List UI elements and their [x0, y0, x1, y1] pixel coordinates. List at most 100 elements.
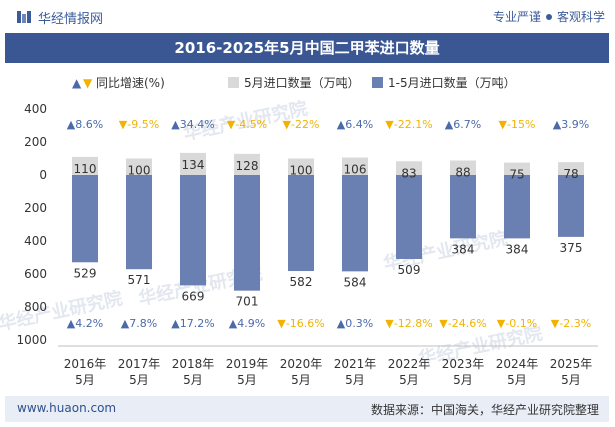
- down-triangle-icon: ▼: [551, 317, 560, 330]
- down-triangle-icon: ▼: [439, 317, 448, 330]
- data-label-may: 75: [509, 168, 524, 182]
- bar-may: [180, 152, 206, 175]
- data-label-jan-may: 669: [182, 289, 205, 303]
- chart-title: 2016-2025年5月中国二甲苯进口数量: [5, 33, 609, 63]
- up-triangle-icon: ▲: [553, 118, 562, 131]
- x-tick-label: 2016年 5月: [64, 357, 107, 387]
- growth-jan-may-label: ▼-24.6%: [439, 317, 486, 330]
- growth-jan-may-label: ▲0.3%: [337, 317, 373, 330]
- y-tick-label: 1000: [16, 333, 47, 347]
- top-bar: 华经情报网 专业严谨 客观科学: [0, 0, 615, 33]
- data-label-jan-may: 701: [236, 295, 259, 309]
- data-label-may: 110: [74, 162, 97, 176]
- data-label-jan-may: 529: [74, 266, 97, 280]
- x-tick-label: 2020年 5月: [280, 357, 323, 387]
- legend-jan-may-label: 1-5月进口数量（万吨）: [388, 75, 516, 90]
- growth-jan-may-label: ▲17.2%: [171, 317, 214, 330]
- data-label-may: 134: [182, 158, 205, 172]
- slogan-left: 专业严谨: [492, 10, 541, 24]
- slogan-right: 客观科学: [556, 10, 605, 24]
- data-label-jan-may: 584: [344, 275, 367, 289]
- growth-may-label: ▼-22%: [283, 118, 320, 131]
- bars: [72, 152, 584, 291]
- bar-jan-may: [180, 175, 206, 286]
- bar-jan-may: [450, 175, 476, 239]
- data-label-jan-may: 375: [560, 241, 583, 255]
- data-label-may: 88: [455, 165, 470, 179]
- growth-jan-may-label: ▼-0.1%: [497, 317, 537, 330]
- growth-may-label: ▲34.4%: [171, 118, 214, 131]
- legend-jan-may-swatch: [372, 77, 383, 88]
- y-tick-label: 200: [24, 135, 47, 149]
- brand-name: 华经情报网: [38, 12, 104, 27]
- data-label-jan-may: 509: [398, 263, 421, 277]
- legend-up-triangle-icon: ▲: [72, 76, 82, 90]
- x-tick-label: 2019年 5月: [226, 357, 269, 387]
- data-label-jan-may: 571: [128, 273, 151, 287]
- growth-jan-may-label: ▲4.9%: [229, 317, 265, 330]
- y-tick-label: 400: [24, 102, 47, 116]
- slogan: 专业严谨 客观科学: [493, 8, 605, 25]
- bar-may: [504, 162, 530, 175]
- x-tick-label: 2021年 5月: [334, 357, 377, 387]
- x-tick-label: 2025年 5月: [550, 357, 593, 387]
- growth-jan-may-label: ▲4.2%: [67, 317, 103, 330]
- bar-jan-may: [126, 175, 152, 270]
- data-label-may: 100: [128, 164, 151, 178]
- x-tick-label: 2023年 5月: [442, 357, 485, 387]
- bar-jan-may: [558, 175, 584, 237]
- separator-dot: [545, 14, 552, 20]
- up-triangle-icon: ▲: [171, 317, 180, 330]
- legend-may-swatch: [228, 77, 239, 88]
- up-triangle-icon: ▲: [229, 317, 238, 330]
- bar-may: [288, 158, 314, 175]
- down-triangle-icon: ▼: [499, 118, 508, 131]
- bar-may: [72, 156, 98, 175]
- growth-jan-may-label: ▼-2.3%: [551, 317, 591, 330]
- up-triangle-icon: ▲: [445, 118, 454, 131]
- data-label-may: 83: [401, 166, 416, 180]
- down-triangle-icon: ▼: [119, 118, 128, 131]
- up-triangle-icon: ▲: [337, 317, 346, 330]
- legend-may-label: 5月进口数量（万吨）: [244, 75, 360, 90]
- data-label-may: 78: [563, 167, 578, 181]
- x-axis: 2016年 5月 2017年 5月 2018年 5月 2019年 5月 2020年 5月 2021年…: [58, 345, 598, 387]
- down-triangle-icon: ▼: [277, 317, 286, 330]
- growth-may-label: ▲3.9%: [553, 118, 589, 131]
- data-label-jan-may: 384: [452, 242, 475, 256]
- bar-jan-may: [234, 175, 260, 291]
- growth-may-label: ▼-4.5%: [227, 118, 267, 131]
- footer-url: www.huaon.com: [17, 401, 117, 415]
- bar-jan-may: [396, 175, 422, 259]
- bar-jan-may: [504, 175, 530, 239]
- data-label-may: 100: [290, 164, 313, 178]
- growth-may-label: ▲8.6%: [67, 118, 103, 131]
- x-tick-label: 2018年 5月: [172, 357, 215, 387]
- y-tick-label: 200: [24, 201, 47, 215]
- up-triangle-icon: ▲: [67, 317, 76, 330]
- data-label-may: 128: [236, 159, 259, 173]
- bar-may: [450, 160, 476, 175]
- bar-may: [234, 153, 260, 175]
- data-label-jan-may: 582: [290, 275, 313, 289]
- growth-may-label: ▲6.7%: [445, 118, 481, 131]
- growth-may-label: ▲6.4%: [337, 118, 373, 131]
- bar-jan-may: [72, 175, 98, 263]
- y-tick-label: 400: [24, 234, 47, 248]
- down-triangle-icon: ▼: [385, 317, 394, 330]
- data-labels: 110 529 100 571 134 669 128 701 100 582 106 584 83 50…: [74, 158, 583, 309]
- up-triangle-icon: ▲: [337, 118, 346, 131]
- up-triangle-icon: ▲: [121, 317, 130, 330]
- bar-jan-may: [342, 175, 368, 272]
- legend-down-triangle-icon: ▼: [83, 76, 93, 90]
- bar-may: [396, 161, 422, 175]
- bar-may: [126, 158, 152, 175]
- down-triangle-icon: ▼: [283, 118, 292, 131]
- data-label-may: 106: [344, 163, 367, 177]
- x-tick-label: 2017年 5月: [118, 357, 161, 387]
- legend: ▲ ▼ 同比增速(%) 5月进口数量（万吨） 1-5月进口数量（万吨）: [72, 75, 516, 90]
- y-tick-label: 0: [39, 168, 47, 182]
- x-tick-label: 2022年 5月: [388, 357, 431, 387]
- y-axis: 400 200 0 200 400 600 800 1000: [16, 102, 47, 347]
